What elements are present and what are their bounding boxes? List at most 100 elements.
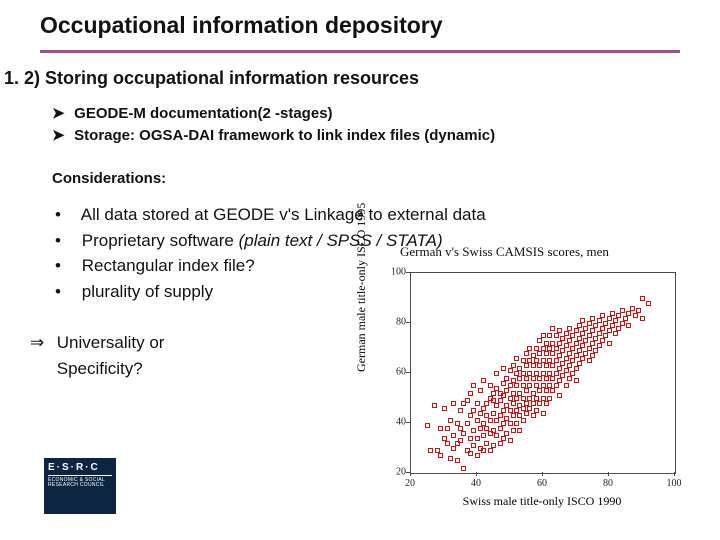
scatter-point [491, 391, 496, 396]
scatter-point [491, 443, 496, 448]
scatter-point [501, 381, 506, 386]
scatter-point [574, 366, 579, 371]
scatter-point [531, 413, 536, 418]
scatter-point [514, 421, 519, 426]
scatter-point [593, 336, 598, 341]
scatter-point [574, 341, 579, 346]
list-item: • All data stored at GEODE v's Linkage t… [55, 202, 486, 228]
scatter-point [488, 448, 493, 453]
scatter-point [600, 313, 605, 318]
scatter-point [580, 343, 585, 348]
scatter-point [597, 318, 602, 323]
scatter-point [527, 406, 532, 411]
scatter-point [554, 358, 559, 363]
scatter-point [455, 458, 460, 463]
scatter-point [428, 448, 433, 453]
scatter-point [448, 456, 453, 461]
scatter-point [560, 361, 565, 366]
scatter-point [501, 421, 506, 426]
scatter-point [524, 376, 529, 381]
y-tick-label: 40 [396, 417, 406, 428]
scatter-point [514, 396, 519, 401]
scatter-point [438, 453, 443, 458]
scatter-point [544, 388, 549, 393]
scatter-point [471, 408, 476, 413]
scatter-point [557, 341, 562, 346]
scatter-point [554, 383, 559, 388]
scatter-point [587, 333, 592, 338]
scatter-point [626, 323, 631, 328]
plot-area [410, 272, 676, 474]
scatter-point [587, 346, 592, 351]
scatter-point [484, 441, 489, 446]
scatter-point [468, 391, 473, 396]
scatter-point [557, 353, 562, 358]
scatter-point [445, 441, 450, 446]
scatter-point [550, 363, 555, 368]
arrow-bullet: ➤ GEODE-M documentation(2 -stages) [52, 104, 495, 122]
scatter-point [574, 353, 579, 358]
scatter-point [570, 346, 575, 351]
list-item-text: All data stored at GEODE v's Linkage to … [81, 205, 486, 224]
scatter-point [560, 336, 565, 341]
y-tick-label: 80 [396, 317, 406, 328]
x-tick-label: 80 [603, 478, 613, 489]
scatter-point [574, 378, 579, 383]
scatter-point [494, 418, 499, 423]
scatter-point [524, 351, 529, 356]
scatter-point [626, 311, 631, 316]
scatter-point [583, 326, 588, 331]
scatter-point [537, 401, 542, 406]
scatter-point [547, 396, 552, 401]
scatter-point [590, 341, 595, 346]
scatter-point [620, 321, 625, 326]
scatter-point [511, 413, 516, 418]
chart-title: German v's Swiss CAMSIS scores, men [400, 244, 609, 260]
scatter-point [442, 406, 447, 411]
scatter-point [567, 363, 572, 368]
scatter-point [550, 326, 555, 331]
scatter-point [494, 433, 499, 438]
scatter-point [524, 363, 529, 368]
conclusion-line2: Specificity? [57, 359, 143, 378]
scatter-point [564, 356, 569, 361]
scatter-point [511, 428, 516, 433]
scatter-point [557, 378, 562, 383]
bullet-dot-icon: • [55, 279, 77, 305]
scatter-point [554, 346, 559, 351]
scatter-point [541, 333, 546, 338]
scatter-point [494, 403, 499, 408]
chevron-right-icon: ➤ [52, 126, 70, 144]
scatter-point [554, 371, 559, 376]
scatter-point [570, 371, 575, 376]
scatter-point [610, 323, 615, 328]
scatter-point [531, 401, 536, 406]
scatter-point [475, 401, 480, 406]
scatter-point [514, 356, 519, 361]
scatter-chart: German male title-only ISCO 1995 Swiss m… [362, 266, 690, 512]
scatter-point [451, 446, 456, 451]
scatter-point [633, 313, 638, 318]
y-tick-label: 60 [396, 367, 406, 378]
scatter-point [560, 348, 565, 353]
scatter-point [511, 401, 516, 406]
arrow-bullet-text: GEODE-M documentation(2 -stages) [74, 105, 332, 122]
slide: Occupational information depository 1. 2… [0, 0, 720, 540]
scatter-point [577, 336, 582, 341]
scatter-point [537, 376, 542, 381]
scatter-point [501, 393, 506, 398]
scatter-point [590, 316, 595, 321]
scatter-point [600, 326, 605, 331]
scatter-point [534, 408, 539, 413]
logo-bar [48, 475, 112, 476]
scatter-point [471, 383, 476, 388]
scatter-point [498, 398, 503, 403]
scatter-point [478, 426, 483, 431]
scatter-point [448, 418, 453, 423]
scatter-point [458, 438, 463, 443]
scatter-point [564, 343, 569, 348]
scatter-point [630, 306, 635, 311]
title-underline [40, 50, 680, 53]
scatter-point [580, 356, 585, 361]
scatter-point [494, 371, 499, 376]
